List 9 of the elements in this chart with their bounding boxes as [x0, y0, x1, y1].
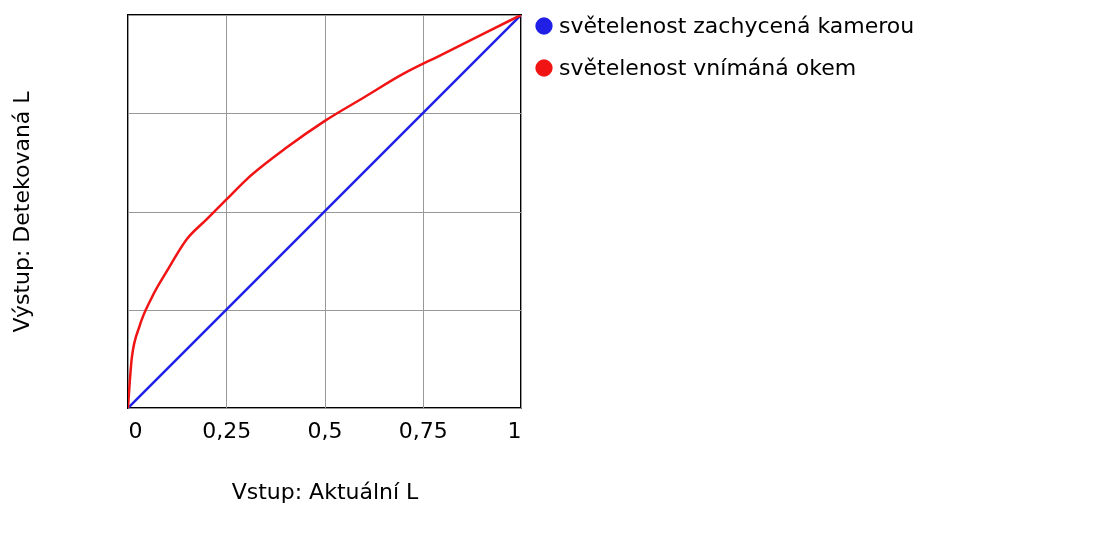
x-tick-label: 0,25	[202, 417, 252, 443]
legend-label: světelenost vnímáná okem	[559, 55, 857, 80]
legend-label: světelenost zachycená kamerou	[559, 13, 915, 38]
x-axis-title: Vstup: Aktuální L	[231, 478, 420, 504]
x-tick-label: 0,5	[307, 417, 343, 443]
x-tick-label: 0	[128, 417, 143, 443]
x-tick-label: 1	[507, 417, 522, 443]
y-axis-title: Výstup: Detekovaná L	[8, 90, 34, 333]
x-tick-label: 0,75	[398, 417, 448, 443]
